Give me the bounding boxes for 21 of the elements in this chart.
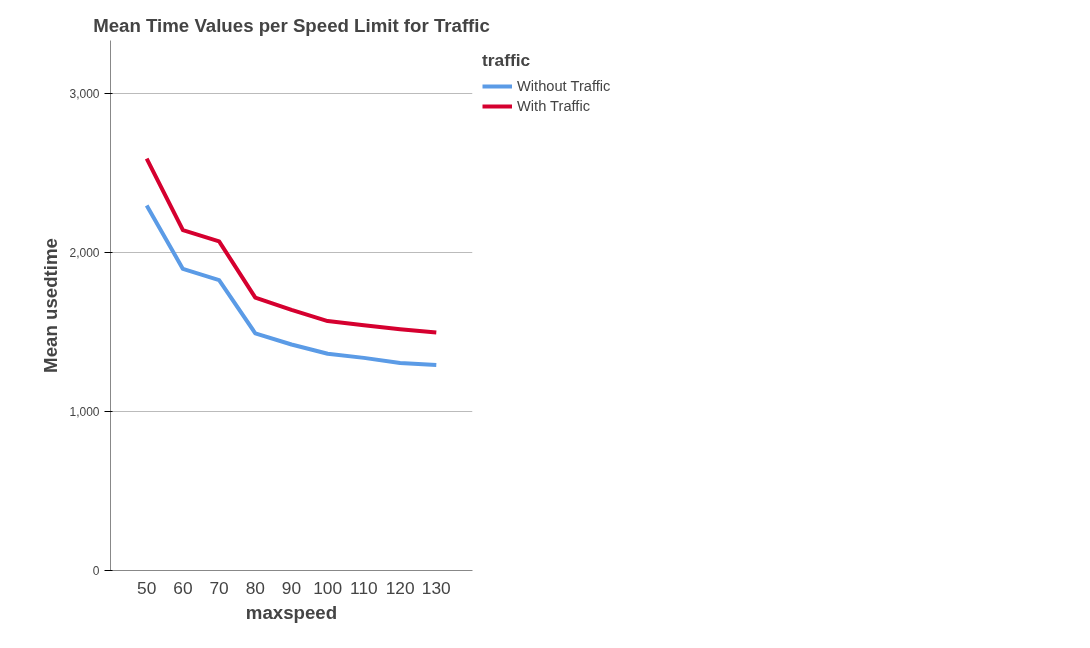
legend-title: traffic — [482, 50, 532, 71]
x-tick-label: 100 — [313, 577, 343, 598]
line-series — [144, 156, 439, 335]
x-tick-label: 70 — [209, 577, 229, 598]
x-axis-title: maxspeed — [245, 601, 338, 623]
chart-title: Mean Time Values per Speed Limit for Traffic — [93, 14, 490, 36]
x-tick-label: 60 — [173, 577, 193, 598]
x-tick-label: 130 — [421, 577, 451, 598]
legend-label: With Traffic — [517, 98, 591, 114]
y-tick-label: 3,000 — [69, 86, 100, 101]
y-tick-label: 0 — [92, 564, 100, 578]
y-axis-title: Mean usedtime — [40, 238, 62, 373]
x-tick-label: 120 — [385, 577, 415, 598]
y-tick-label: 2,000 — [69, 245, 100, 260]
legend-label: Without Traffic — [517, 78, 611, 94]
x-tick-label: 50 — [137, 577, 157, 598]
x-tick-label: 80 — [245, 577, 265, 598]
x-tick-label: 90 — [281, 577, 302, 598]
x-tick-label: 110 — [350, 577, 378, 598]
y-tick-label: 1,000 — [69, 404, 100, 419]
line-series — [144, 203, 439, 368]
